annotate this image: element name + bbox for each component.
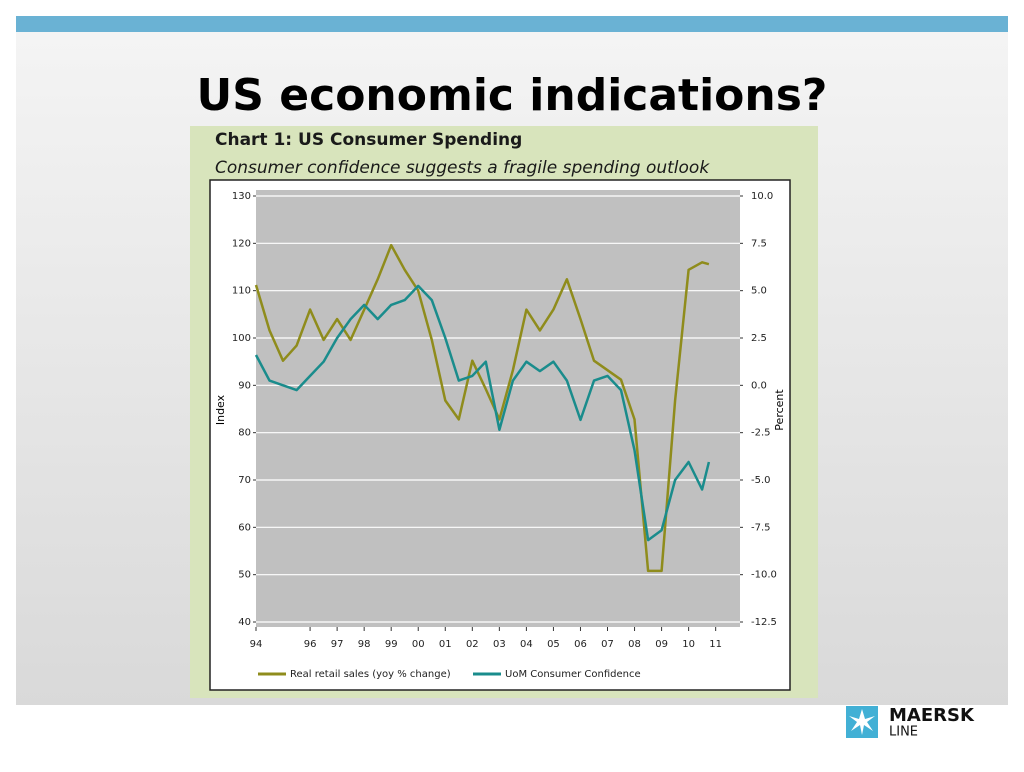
top-bar [16,16,1008,32]
y-tick-label: 110 [232,286,251,297]
y-tick-label: 90 [238,380,251,391]
y-axis-label: Index [214,394,227,425]
x-tick-label: 06 [574,639,587,650]
y2-tick-label: -2.5 [751,428,771,439]
x-tick-label: 09 [655,639,668,650]
plot-area [256,190,740,627]
y-tick-label: 80 [238,428,251,439]
y-tick-label: 70 [238,475,251,486]
x-tick-label: 07 [601,639,614,650]
logo-subtext: LINE [889,725,918,740]
x-tick-label: 98 [358,639,371,650]
logo-text: MAERSK [889,705,975,726]
legend-label: UoM Consumer Confidence [505,669,641,680]
y-tick-label: 120 [232,238,251,249]
x-tick-label: 01 [439,639,452,650]
y-tick-label: 40 [238,617,251,628]
y-tick-label: 50 [238,570,251,581]
y2-tick-label: -10.0 [751,570,777,581]
x-tick-label: 04 [520,639,533,650]
x-tick-label: 00 [412,639,425,650]
x-tick-label: 05 [547,639,560,650]
y2-tick-label: 5.0 [751,286,767,297]
y2-tick-label: 10.0 [751,191,773,202]
chart-subtitle: Consumer confidence suggests a fragile s… [215,158,710,178]
x-tick-label: 03 [493,639,506,650]
x-tick-label: 97 [331,639,344,650]
y2-tick-label: 7.5 [751,238,767,249]
y2-tick-label: 2.5 [751,333,767,344]
x-tick-label: 96 [304,639,317,650]
x-tick-label: 94 [250,639,263,650]
y-tick-label: 100 [232,333,251,344]
slide-title: US economic indications? [197,70,828,121]
logo-star [849,709,875,735]
y-tick-label: 130 [232,191,251,202]
series-line [254,243,710,573]
legend-label: Real retail sales (yoy % change) [290,669,451,680]
y-tick-label: 60 [238,522,251,533]
x-tick-label: 99 [385,639,398,650]
y2-tick-label: -7.5 [751,522,771,533]
chart-title: Chart 1: US Consumer Spending [215,130,522,150]
y2-axis-label: Percent [773,389,786,431]
x-tick-label: 02 [466,639,479,650]
y2-tick-label: -5.0 [751,475,771,486]
y2-tick-label: 0.0 [751,380,767,391]
x-tick-label: 10 [682,639,695,650]
y2-tick-label: -12.5 [751,617,777,628]
x-tick-label: 11 [709,639,722,650]
series-line [254,284,711,542]
x-tick-label: 08 [628,639,641,650]
